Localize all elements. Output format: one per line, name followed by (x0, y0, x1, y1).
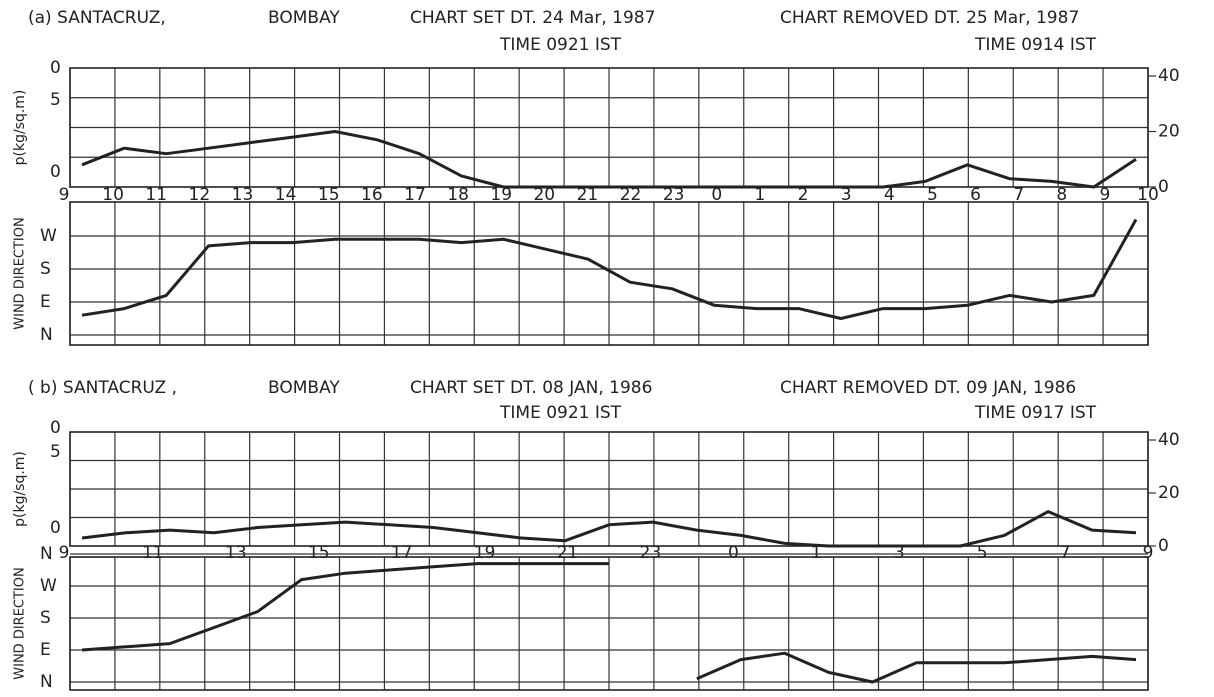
speed-tick-label: 20 (1158, 483, 1180, 503)
direction-tick-label: E (40, 292, 51, 312)
caption: (a) SANTACRUZ, (28, 8, 166, 28)
direction-tick-label: S (40, 259, 51, 279)
hour-label: 15 (318, 185, 340, 205)
direction-tick-label: N (40, 672, 53, 692)
pressure-axis-label: p(kg/sq.m) (12, 90, 28, 166)
set-time: TIME 0921 IST (499, 403, 622, 423)
direction-tick-label: N (40, 544, 53, 564)
hour-label: 11 (142, 543, 164, 563)
pressure-axis-label: p(kg/sq.m) (12, 451, 28, 527)
hour-label: 9 (1099, 185, 1110, 205)
hour-label: 9 (59, 185, 70, 205)
chart-removed: CHART REMOVED DT. 25 Mar, 1987 (780, 8, 1079, 28)
hour-label: 0 (728, 543, 739, 563)
pressure-tick-label: 5 (50, 442, 61, 462)
hour-label: 17 (391, 543, 413, 563)
direction-tick-label: S (40, 608, 51, 628)
direction-tick-label: W (40, 576, 57, 596)
hour-label: 13 (232, 185, 254, 205)
pressure-tick-label: 0 (50, 418, 61, 438)
removed-time: TIME 0914 IST (974, 35, 1097, 55)
hour-label: 15 (308, 543, 330, 563)
figure: (a) SANTACRUZ, BOMBAY CHART SET DT. 24 Mar… (0, 0, 1214, 697)
hour-label: 5 (977, 543, 988, 563)
direction-tick-label: E (40, 640, 51, 660)
pressure-tick-label: 0 (50, 58, 61, 78)
speed-tick-label: 0 (1158, 177, 1169, 197)
hour-label: 14 (275, 185, 297, 205)
speed-tick-label: 20 (1158, 122, 1180, 142)
hour-label: 18 (447, 185, 469, 205)
pressure-tick-label: 5 (50, 90, 61, 110)
set-time: TIME 0921 IST (499, 35, 622, 55)
place: BOMBAY (268, 8, 340, 28)
pressure-tick-label: 0 (50, 162, 61, 182)
hour-label: 8 (1056, 185, 1067, 205)
removed-time: TIME 0917 IST (974, 403, 1097, 423)
hour-label: 10 (102, 185, 124, 205)
hour-label: 5 (927, 185, 938, 205)
hour-label: 12 (189, 185, 211, 205)
hour-label: 9 (1143, 543, 1154, 563)
hour-label: 21 (557, 543, 579, 563)
direction-tick-label: W (40, 226, 57, 246)
chart-set: CHART SET DT. 24 Mar, 1987 (410, 8, 655, 28)
chart-removed: CHART REMOVED DT. 09 JAN, 1986 (780, 378, 1076, 398)
hour-label: 23 (640, 543, 662, 563)
chart-set: CHART SET DT. 08 JAN, 1986 (410, 378, 652, 398)
caption: ( b) SANTACRUZ , (28, 378, 177, 398)
speed-tick-label: 40 (1158, 430, 1180, 450)
direction-axis-label: WIND DIRECTION (13, 217, 28, 329)
hour-label: 19 (474, 543, 496, 563)
hour-label: 7 (1060, 543, 1071, 563)
pressure-tick-label: 0 (50, 518, 61, 538)
place: BOMBAY (268, 378, 340, 398)
hour-label: 9 (59, 543, 70, 563)
direction-tick-label: N (40, 325, 53, 345)
direction-axis-label: WIND DIRECTION (13, 567, 28, 679)
speed-tick-label: 40 (1158, 66, 1180, 86)
hour-label: 13 (225, 543, 247, 563)
hour-label: 11 (145, 185, 167, 205)
hour-label: 7 (1013, 185, 1024, 205)
speed-tick-label: 0 (1158, 536, 1169, 556)
hour-label: 16 (361, 185, 383, 205)
hour-label: 6 (970, 185, 981, 205)
hour-label: 17 (404, 185, 426, 205)
hour-label: 10 (1137, 185, 1159, 205)
